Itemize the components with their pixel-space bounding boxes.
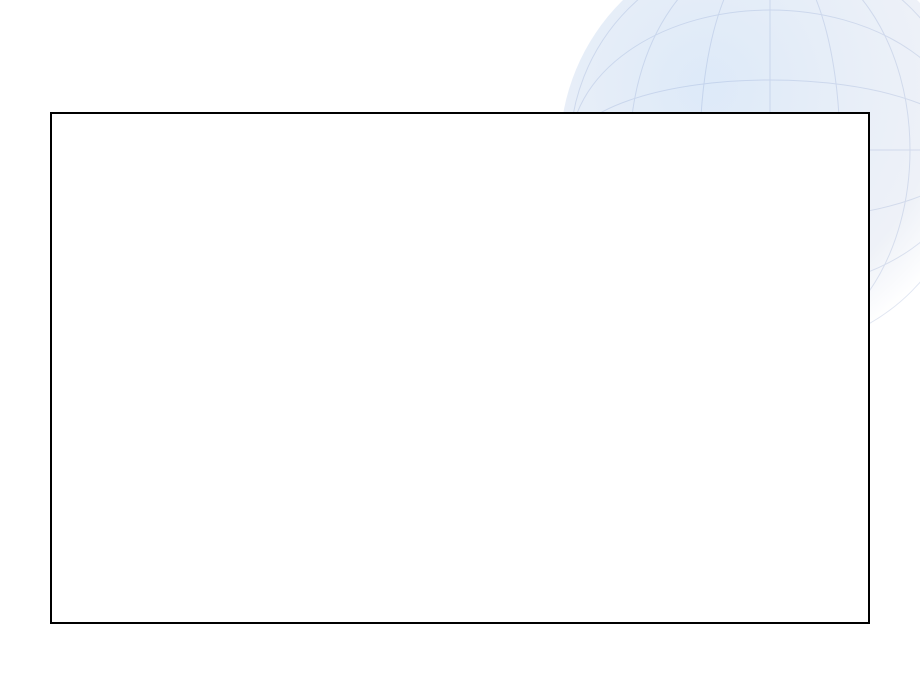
chart-svg	[52, 114, 872, 626]
chart-container	[50, 112, 870, 624]
